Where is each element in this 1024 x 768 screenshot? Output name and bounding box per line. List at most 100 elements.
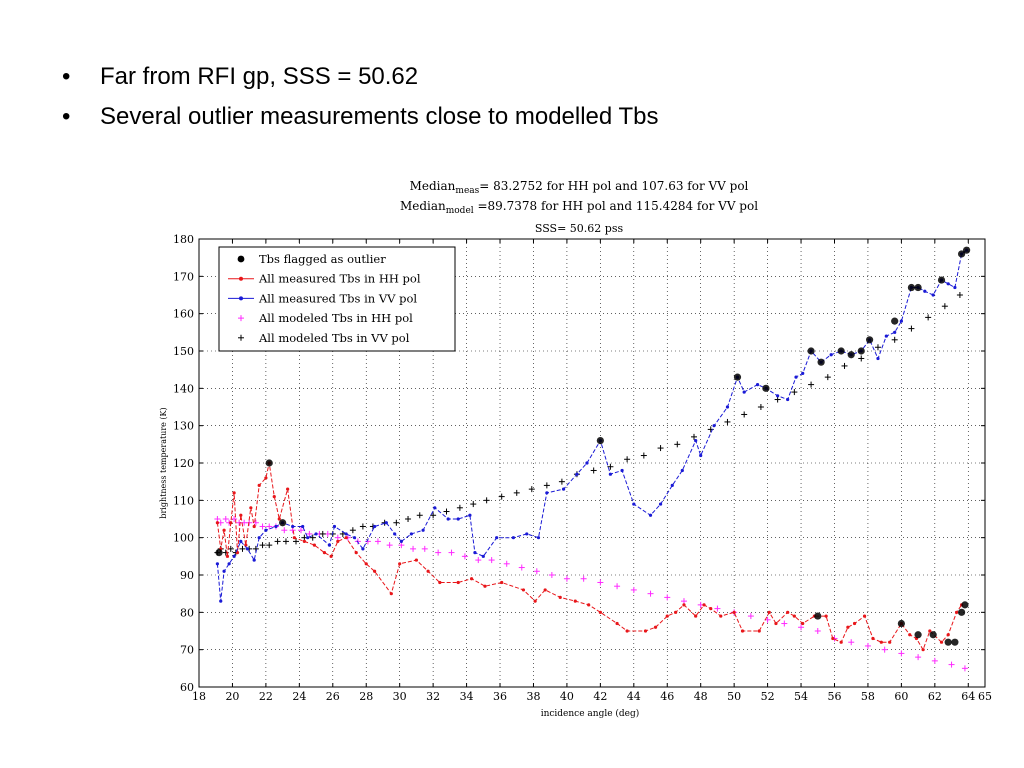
legend-box: [218, 246, 456, 352]
hh-measured-series-point: [928, 629, 932, 633]
hh-modeled-series-point: [266, 523, 273, 530]
hh-measured-series-point: [336, 539, 340, 544]
hh-measured-series-point: [292, 536, 296, 540]
vv-modeled-series-point: [674, 441, 681, 448]
hh-measured-series-point: [908, 633, 912, 637]
hh-measured-series-point: [469, 577, 474, 581]
hh-measured-series-point: [587, 603, 591, 607]
vv-modeled-series-point: [808, 381, 815, 388]
hh-measured-series-point: [322, 551, 327, 555]
hh-modeled-series-point: [398, 542, 405, 549]
y-tick-label: 90: [180, 569, 194, 582]
x-axis-label: incidence angle (deg): [541, 708, 640, 719]
hh-modeled-series-point: [421, 545, 428, 552]
vv-measured-series-point: [227, 562, 231, 566]
hh-measured-series-point: [946, 633, 950, 637]
grid-lines: [198, 238, 986, 688]
hh-modeled-series-point: [236, 519, 243, 526]
vv-measured-series-point: [536, 536, 541, 540]
hh-modeled-series-point: [781, 620, 788, 627]
vv-measured-series-point: [274, 524, 278, 529]
vv-measured-series-point: [699, 453, 703, 458]
vv-measured-series-point: [433, 506, 437, 510]
x-tick-label: 26: [326, 690, 340, 703]
vv-modeled-series-point: [393, 519, 400, 526]
hh-modeled-series-point: [386, 542, 393, 549]
outlier-point: [914, 631, 922, 639]
hh-measured-series-point: [354, 551, 358, 555]
series-layer: [214, 246, 971, 672]
vv-modeled-series-point: [513, 489, 520, 496]
outlier-point: [814, 612, 822, 620]
vv-measured-series-point: [239, 539, 243, 544]
legend-item: Tbs flagged as outlier: [237, 252, 386, 266]
hh-modeled-series-point: [488, 557, 495, 564]
vv-measured-series-point: [252, 558, 256, 562]
vv-modeled-series-point: [227, 545, 234, 552]
outlier-point: [897, 619, 905, 628]
hh-measured-series-point: [249, 506, 253, 510]
outlier-point: [907, 283, 916, 292]
hh-modeled-series-point: [898, 650, 905, 657]
hh-measured-series-point: [277, 517, 281, 521]
hh-measured-series-point: [286, 487, 290, 491]
hh-measured-series-point: [500, 580, 504, 585]
vv-measured-series-point: [399, 539, 403, 544]
vv-measured-series-point: [893, 330, 897, 334]
vv-measured-series-point: [306, 536, 310, 540]
x-tick-label: 65: [978, 690, 992, 703]
hh-modeled-series-point: [848, 639, 855, 646]
legend-marker: [237, 255, 245, 263]
vv-measured-series-point: [786, 397, 790, 402]
vv-measured-series-point: [794, 375, 798, 379]
outlier-point: [847, 351, 855, 359]
hh-measured-series-point: [939, 640, 944, 644]
hh-measured-series-point: [862, 614, 867, 618]
vv-measured-series: [215, 248, 969, 603]
y-tick-label: 150: [173, 345, 194, 358]
hh-modeled-series-point: [259, 523, 266, 530]
x-tick-label: 30: [393, 690, 407, 703]
hh-modeled-series-point: [961, 665, 968, 672]
hh-modeled-series-point: [798, 624, 805, 631]
hh-measured-series-point: [389, 592, 393, 596]
chart-title-line3: SSS= 50.62 pss: [535, 222, 624, 235]
vv-measured-series-point: [545, 491, 549, 495]
vv-measured-series-point: [245, 547, 250, 551]
hh-measured-series-point: [665, 614, 669, 618]
hh-measured-series-point: [852, 621, 857, 626]
hh-measured-series-point: [244, 543, 248, 547]
hh-modeled-series-point: [503, 560, 510, 567]
hh-modeled-series-point: [306, 530, 313, 537]
hh-modeled-series-point: [563, 575, 570, 582]
vv-modeled-series-point: [590, 467, 597, 474]
vv-measured-series-point: [222, 569, 226, 573]
x-tick-label: 52: [761, 690, 775, 703]
outlier-point: [961, 601, 969, 609]
hh-modeled-series-point: [864, 642, 871, 649]
vv-modeled-series-point: [558, 478, 565, 485]
y-tick-label: 110: [173, 494, 194, 507]
vv-measured-series-point: [670, 483, 674, 487]
hh-measured-series-point: [653, 625, 658, 629]
hh-measured-series-point: [615, 621, 619, 626]
x-tick-label: 62: [928, 690, 942, 703]
vv-measured-series-point: [742, 390, 746, 394]
vv-modeled-series-point: [483, 497, 490, 504]
vv-modeled-series-point: [282, 538, 289, 545]
vv-modeled-series-point: [956, 292, 963, 298]
x-tick-label: 46: [660, 690, 674, 703]
vv-modeled-series-point: [528, 486, 535, 493]
hh-modeled-series-point: [410, 545, 417, 552]
vv-measured-series-point: [585, 461, 589, 465]
outlier-point: [963, 246, 971, 254]
outlier-point: [929, 631, 937, 639]
x-tick-label: 50: [727, 690, 741, 703]
legend-label: Tbs flagged as outlier: [259, 252, 386, 266]
vv-measured-series-point: [511, 536, 515, 540]
hh-measured-series-point: [954, 610, 959, 614]
hh-modeled-series-point: [518, 564, 525, 571]
hh-modeled-series-point: [680, 598, 687, 605]
legend-item: All measured Tbs in HH pol: [228, 272, 421, 286]
hh-modeled-series-point: [533, 568, 540, 575]
